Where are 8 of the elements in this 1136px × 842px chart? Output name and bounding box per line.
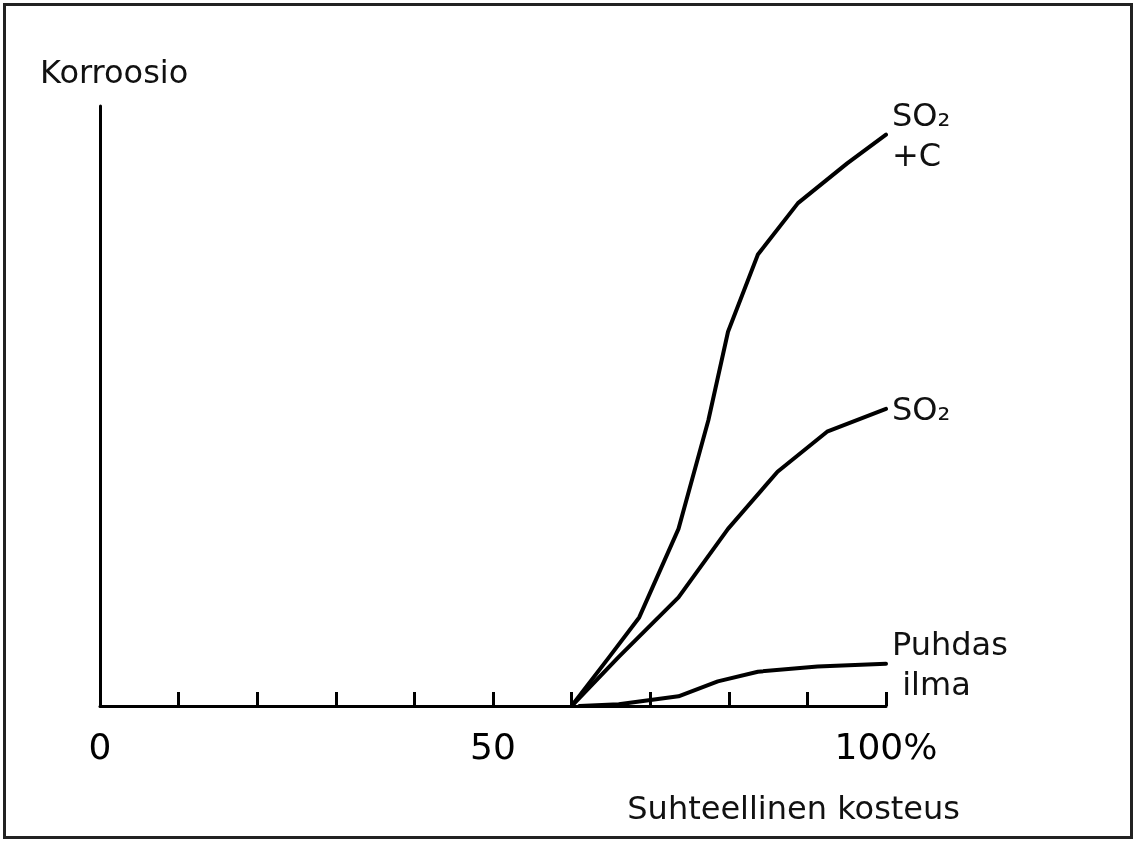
series-label: SO₂ [892,389,951,428]
y-axis-title: Korroosio [40,53,189,91]
x-tick-label: 50 [470,725,516,767]
x-tick-label: 0 [88,725,112,767]
x-axis-title: Suhteellinen kosteus [627,789,960,827]
series-label: Puhdas ilma [892,624,1008,703]
series-label: SO₂+C [892,95,951,174]
x-tick-label: 100% [834,725,938,767]
